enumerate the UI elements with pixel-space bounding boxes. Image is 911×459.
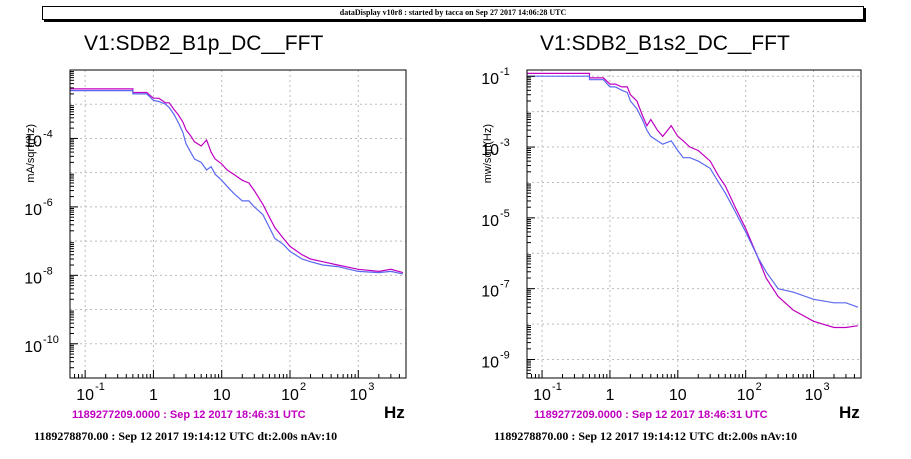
x-tick-label: 10 [76, 387, 94, 404]
reference-series-line [70, 88, 404, 274]
x-tick-exponent: 3 [368, 381, 374, 393]
x-tick-label: 10 [349, 387, 367, 404]
right-current-timestamp: 1189278870.00 : Sep 12 2017 19:14:12 UTC… [494, 429, 798, 443]
grid-lines [70, 69, 406, 379]
x-tick-exponent: 2 [756, 381, 762, 393]
y-tick-exponent: -4 [43, 128, 53, 140]
y-tick-label: 10 [481, 213, 499, 230]
left-chart-title: V1:SDB2_B1p_DC__FFT [84, 32, 324, 55]
x-tick-label: 10 [281, 387, 299, 404]
right-plot-area: 10 -1 1 10 10 2 10 310 -910 -710 -510 -310 -1mw/sqrt… [481, 66, 862, 422]
grid-lines [527, 70, 861, 378]
y-tick-exponent: -5 [500, 208, 510, 220]
current-series-line [70, 90, 404, 275]
left-current-timestamp: 1189278870.00 : Sep 12 2017 19:14:12 UTC… [34, 429, 338, 443]
y-tick-label: 10 [24, 270, 42, 287]
x-tick-label: 10 [805, 387, 823, 404]
y-tick-label: 10 [481, 71, 499, 88]
y-tick-exponent: -10 [43, 334, 59, 346]
y-tick-exponent: -9 [500, 349, 510, 361]
y-tick-label: 10 [24, 202, 42, 219]
y-axis-label: mA/sqrt(Hz) [25, 124, 37, 183]
x-axis-label: Hz [839, 403, 860, 422]
run-banner: dataDisplay v10r8 : started by tacca on … [42, 6, 864, 20]
right-chart-title: V1:SDB2_B1s2_DC__FFT [540, 32, 790, 55]
y-tick-exponent: -8 [43, 265, 53, 277]
y-tick-label: 10 [481, 284, 499, 301]
x-tick-label: 1 [605, 387, 614, 404]
x-tick-exponent: -1 [95, 381, 105, 393]
plot-frame [526, 69, 862, 379]
x-tick-exponent: -1 [552, 381, 562, 393]
y-axis-label: mw/sqrt(Hz) [482, 124, 494, 183]
y-tick-exponent: -3 [500, 137, 510, 149]
current-series-line [527, 75, 859, 308]
x-tick-exponent: 2 [300, 381, 306, 393]
y-tick-exponent: -6 [43, 197, 53, 209]
y-tick-label: 10 [24, 133, 42, 150]
x-tick-label: 10 [533, 387, 551, 404]
x-tick-exponent: 3 [824, 381, 830, 393]
y-tick-label: 10 [481, 354, 499, 371]
x-tick-label: 1 [149, 387, 158, 404]
y-tick-exponent: -1 [500, 66, 510, 78]
x-tick-label: 10 [669, 387, 687, 404]
right-reference-timestamp: 1189277209.0000 : Sep 12 2017 18:46:31 U… [534, 409, 768, 421]
x-axis-label: Hz [384, 403, 405, 422]
y-tick-label: 10 [24, 339, 42, 356]
y-tick-exponent: -7 [500, 279, 510, 291]
y-tick-label: 10 [481, 142, 499, 159]
plot-frame [69, 69, 407, 379]
x-tick-label: 10 [213, 387, 231, 404]
x-tick-label: 10 [737, 387, 755, 404]
reference-series-line [527, 72, 858, 329]
left-reference-timestamp: 1189277209.0000 : Sep 12 2017 18:46:31 U… [72, 409, 306, 421]
